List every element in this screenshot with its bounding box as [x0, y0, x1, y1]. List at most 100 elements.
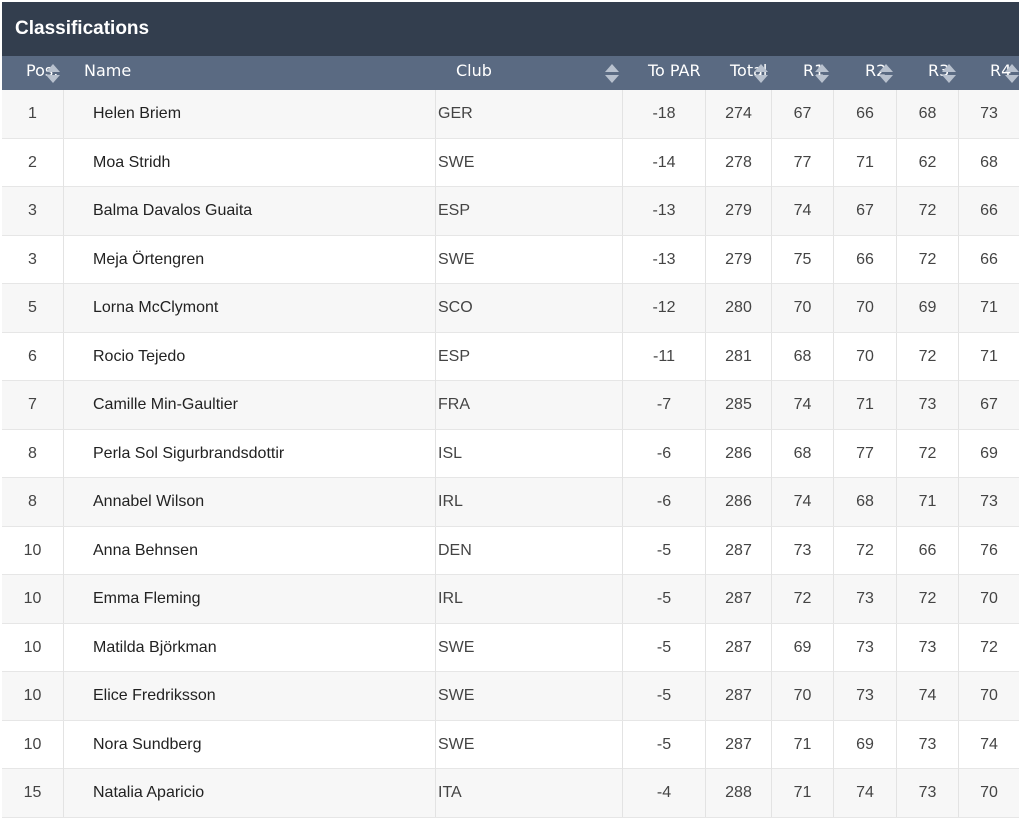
cell-name: Annabel Wilson	[64, 478, 436, 526]
cell-r2: 70	[834, 332, 897, 381]
cell-r4: 74	[980, 735, 998, 753]
cell-r4: 66	[980, 250, 998, 268]
cell-r4: 70	[980, 687, 998, 704]
cell-to-par: -5	[623, 575, 706, 623]
cell-to-par: -4	[623, 769, 706, 817]
cell-r3: 73	[897, 720, 959, 769]
cell-pos: 10	[2, 623, 64, 672]
cell-r1: 74	[772, 478, 834, 526]
sort-r1-icon[interactable]	[815, 64, 829, 84]
cell-club: SWE	[436, 138, 623, 187]
cell-r1: 74	[772, 381, 834, 429]
sort-pos-icon[interactable]	[46, 64, 60, 84]
cell-r1: 77	[772, 138, 834, 187]
table-row: 5 Lorna McClymont SCO -12 280 70 70 69 7…	[2, 284, 1019, 333]
table-row: 10 Anna Behnsen DEN -5 287 73 72 66 76	[2, 526, 1019, 575]
cell-r2: 73	[834, 623, 897, 672]
sort-r2-icon[interactable]	[879, 64, 893, 84]
table-row: 10 Emma Fleming IRL -5 287 72 73 72 70	[2, 575, 1019, 624]
cell-name: Rocio Tejedo	[64, 332, 436, 381]
sort-r3-icon[interactable]	[942, 64, 956, 84]
cell-name: Natalia Aparicio	[64, 769, 436, 817]
cell-r2: 68	[834, 478, 897, 526]
cell-r2: 73	[834, 575, 897, 623]
table-row: 7 Camille Min-Gaultier FRA -7 285 74 71 …	[2, 381, 1019, 430]
cell-to-par: -6	[623, 429, 706, 478]
cell-club: GER	[436, 90, 623, 138]
cell-r4: 66	[980, 202, 998, 219]
sort-total-icon[interactable]	[754, 64, 768, 84]
cell-club: ISL	[436, 429, 623, 478]
cell-r3: 66	[897, 526, 959, 575]
table-row: 1 Helen Briem GER -18 274 67 66 68 73	[2, 90, 1019, 139]
column-header-name[interactable]: Name	[84, 56, 131, 90]
cell-to-par: -5	[623, 526, 706, 575]
cell-pos: 1	[2, 90, 64, 138]
cell-club: ITA	[436, 769, 623, 817]
table-row: 2 Moa Stridh SWE -14 278 77 71 62 68	[2, 138, 1019, 187]
cell-r1: 70	[772, 284, 834, 332]
cell-total: 287	[706, 623, 772, 672]
cell-pos: 7	[2, 381, 64, 429]
cell-pos: 6	[2, 332, 64, 381]
cell-r2: 66	[834, 90, 897, 138]
cell-pos: 8	[2, 429, 64, 478]
sort-club-icon[interactable]	[605, 64, 619, 84]
cell-r2: 66	[834, 235, 897, 284]
cell-r3: 72	[897, 332, 959, 381]
cell-to-par: -6	[623, 478, 706, 526]
cell-club: FRA	[436, 381, 623, 429]
cell-r4: 73	[980, 105, 998, 122]
cell-r3: 72	[897, 187, 959, 235]
cell-r2: 70	[834, 284, 897, 332]
cell-r2: 74	[834, 769, 897, 817]
cell-r4: 70	[980, 590, 998, 607]
column-header-club[interactable]: Club	[456, 56, 492, 90]
cell-total: 278	[706, 138, 772, 187]
cell-club: SWE	[436, 623, 623, 672]
cell-total: 279	[706, 187, 772, 235]
cell-total: 281	[706, 332, 772, 381]
cell-r4: 76	[980, 541, 998, 559]
table-row: 10 Nora Sundberg SWE -5 287 71 69 73 74	[2, 720, 1019, 769]
column-header-to-par-label: To PAR	[648, 61, 701, 80]
cell-r4: 68	[980, 153, 998, 171]
cell-pos: 10	[2, 575, 64, 623]
cell-pos: 8	[2, 478, 64, 526]
panel-title: Classifications	[15, 18, 150, 39]
cell-name: Anna Behnsen	[64, 526, 436, 575]
cell-to-par: -18	[623, 90, 706, 138]
cell-pos: 10	[2, 672, 64, 720]
cell-pos: 10	[2, 526, 64, 575]
cell-r3: 73	[897, 769, 959, 817]
cell-r2: 69	[834, 720, 897, 769]
cell-club: ESP	[436, 332, 623, 381]
table-row: 8 Annabel Wilson IRL -6 286 74 68 71 73	[2, 478, 1019, 527]
cell-r3: 62	[897, 138, 959, 187]
cell-to-par: -13	[623, 235, 706, 284]
cell-total: 287	[706, 720, 772, 769]
table-row: 15 Natalia Aparicio ITA -4 288 71 74 73 …	[2, 769, 1019, 818]
cell-r4: 67	[980, 396, 998, 413]
cell-to-par: -5	[623, 720, 706, 769]
cell-pos: 3	[2, 235, 64, 284]
cell-r1: 71	[772, 720, 834, 769]
cell-r4: 71	[980, 347, 998, 365]
cell-r3: 71	[897, 478, 959, 526]
cell-pos: 10	[2, 720, 64, 769]
cell-to-par: -5	[623, 623, 706, 672]
cell-r4: 69	[980, 444, 998, 462]
cell-r3: 73	[897, 381, 959, 429]
cell-total: 279	[706, 235, 772, 284]
cell-r1: 72	[772, 575, 834, 623]
cell-to-par: -7	[623, 381, 706, 429]
cell-total: 280	[706, 284, 772, 332]
sort-r4-icon[interactable]	[1005, 64, 1019, 84]
column-header-to-par[interactable]: To PAR	[648, 56, 701, 90]
cell-r3: 73	[897, 623, 959, 672]
cell-total: 274	[706, 90, 772, 138]
table-row: 3 Meja Örtengren SWE -13 279 75 66 72 66	[2, 235, 1019, 284]
cell-total: 288	[706, 769, 772, 817]
cell-r2: 71	[834, 381, 897, 429]
